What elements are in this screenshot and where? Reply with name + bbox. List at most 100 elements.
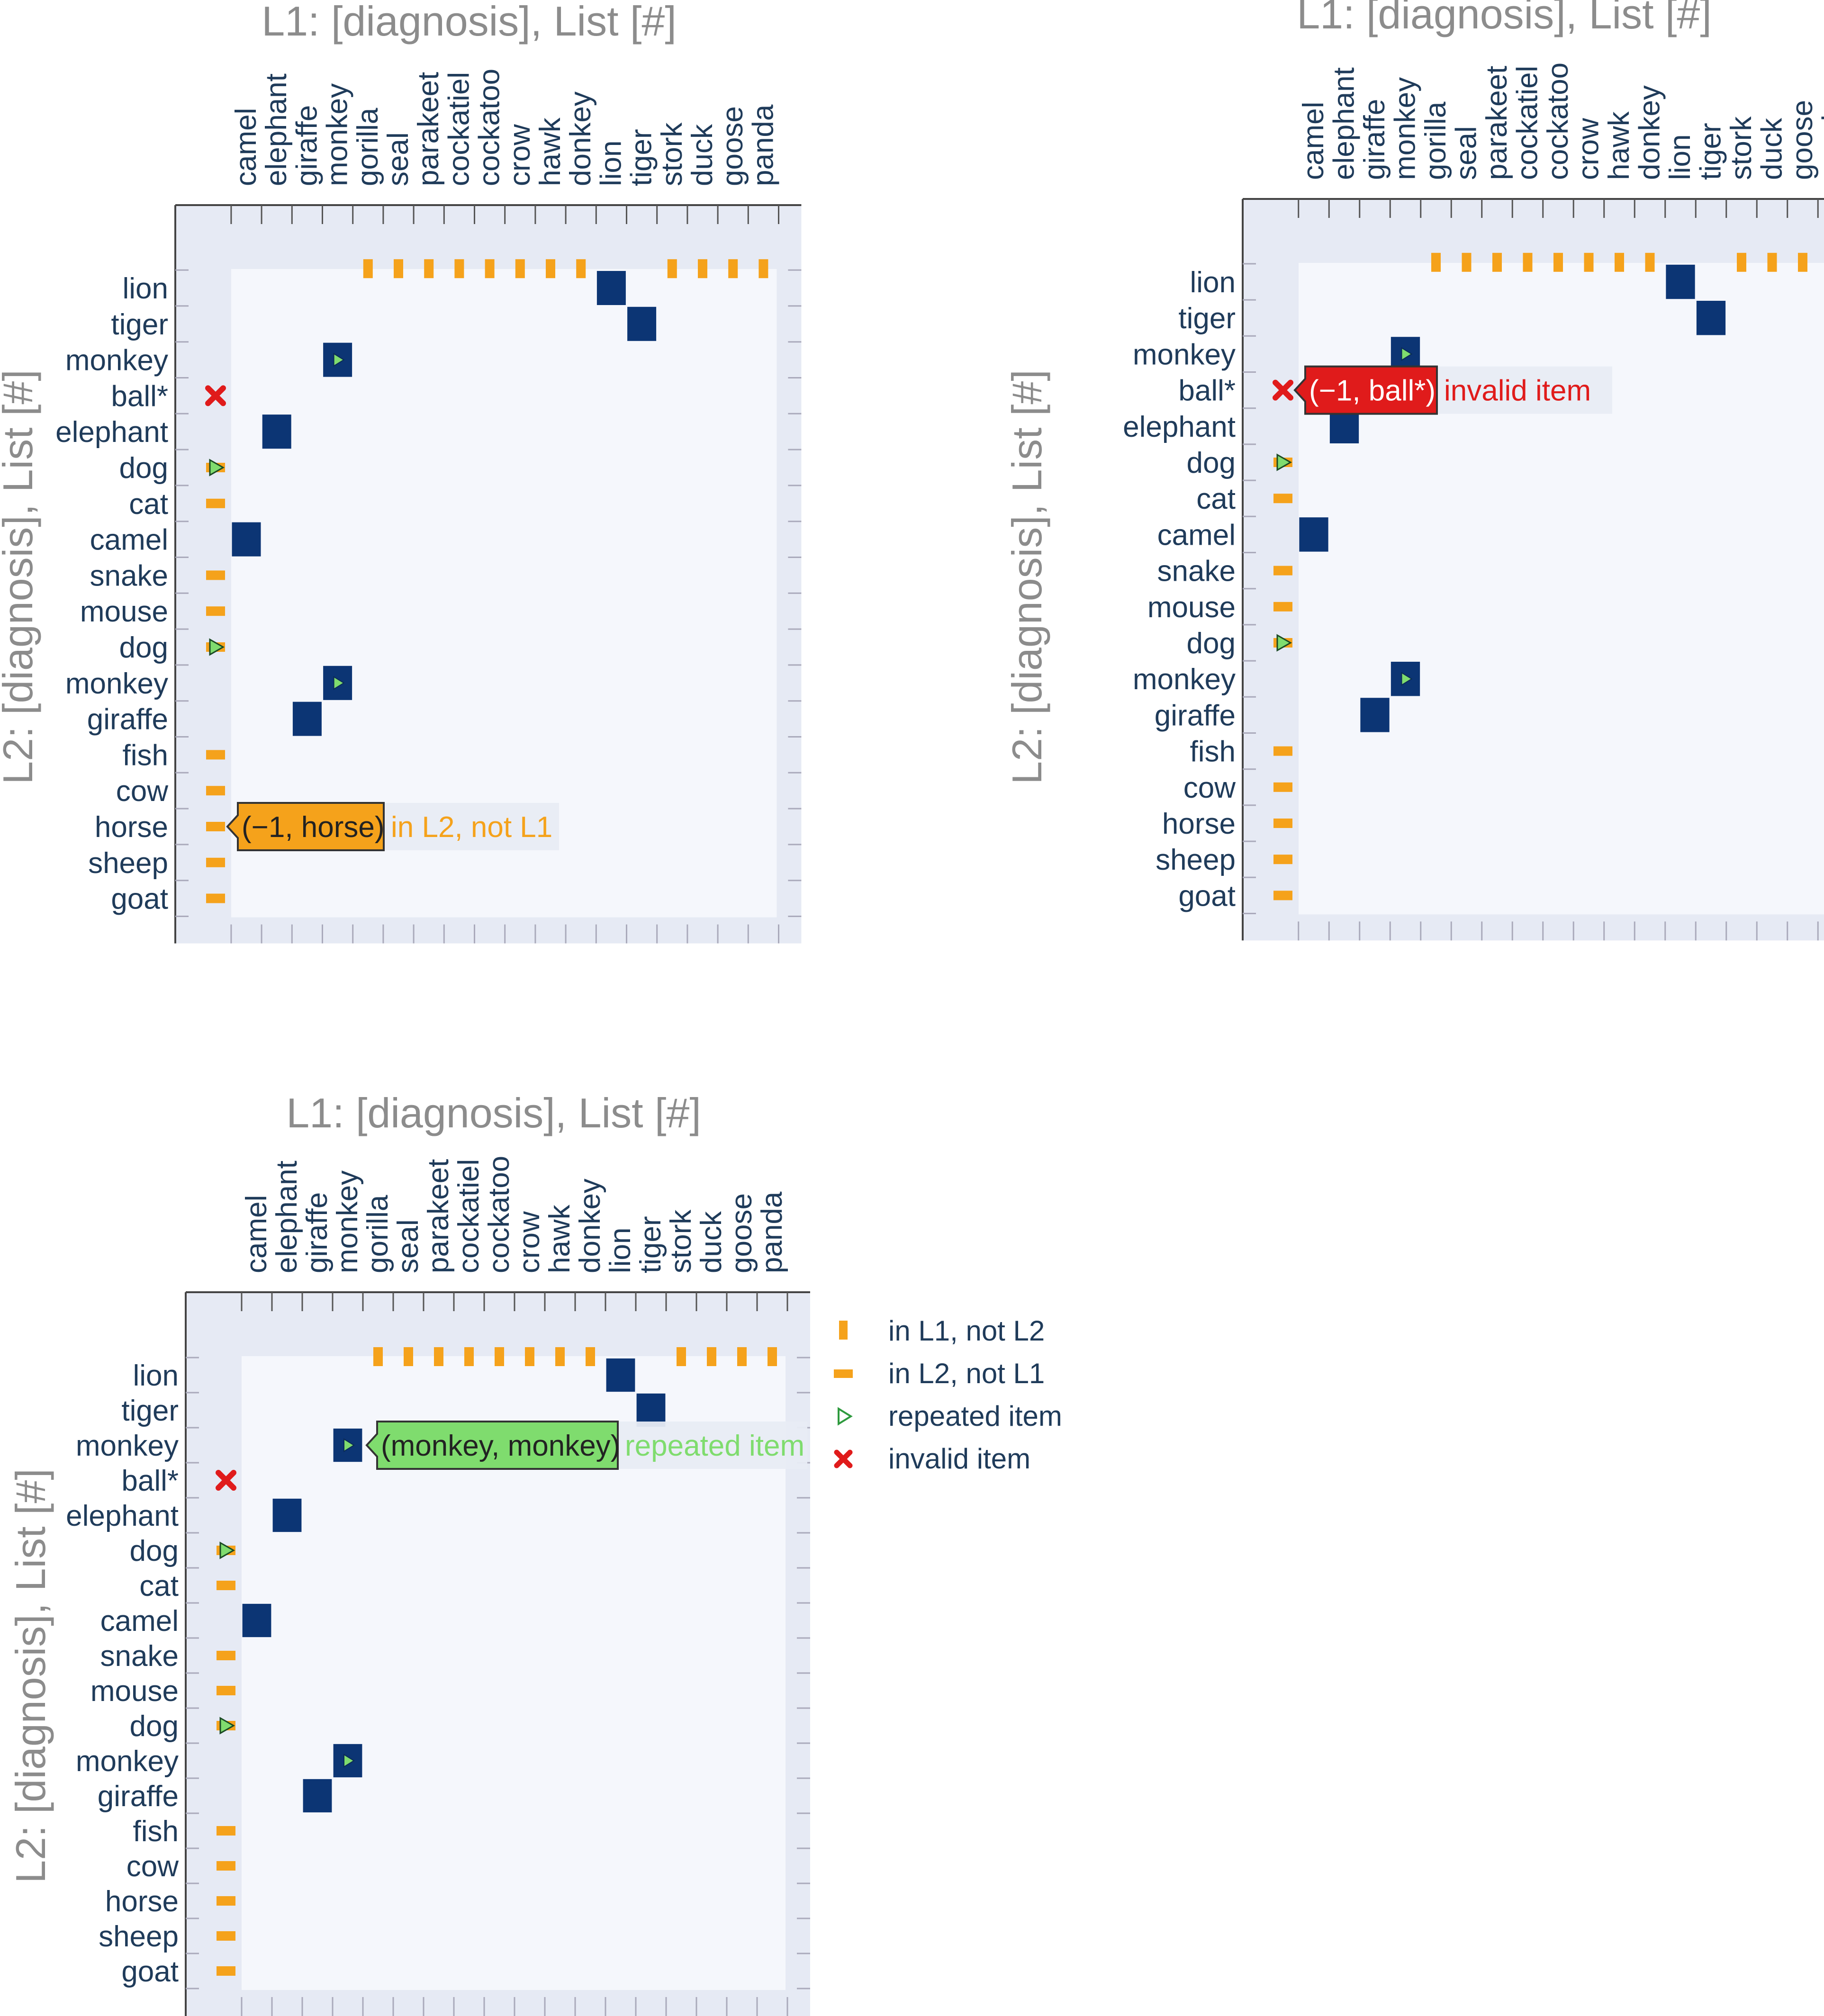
y-tick-label: monkey xyxy=(76,1745,179,1778)
x-tick-label: donkey xyxy=(564,91,597,186)
chart-panel-2: L1: [diagnosis], List [#] L2: [diagnosis]… xyxy=(1003,0,1824,941)
l2-not-l1-marker xyxy=(206,857,225,867)
x-tick-label: gorilla xyxy=(352,108,384,186)
y-tick-label: fish xyxy=(123,739,168,772)
x-tick-label: stork xyxy=(665,1209,697,1273)
x-tick-label: donkey xyxy=(1634,85,1666,180)
y-tick-label: elephant xyxy=(1123,411,1236,443)
invalid-item-x-icon xyxy=(205,385,226,406)
match-cell xyxy=(262,414,291,449)
l2-not-l1-marker xyxy=(1273,494,1292,504)
match-cell xyxy=(232,522,261,557)
repeated-row-triangle-icon xyxy=(209,459,225,477)
repeated-row-triangle-icon xyxy=(219,1541,235,1559)
y-tick-label: ball* xyxy=(121,1465,179,1497)
y-tick-label: lion xyxy=(122,272,168,305)
repeated-match-triangle-icon xyxy=(333,352,345,367)
l1-not-l2-marker xyxy=(434,1347,443,1366)
y-tick-label: mouse xyxy=(80,595,168,628)
y-tick-label: goat xyxy=(111,883,168,916)
x-tick-label: seal xyxy=(392,1219,424,1273)
l1-not-l2-marker xyxy=(1523,252,1533,272)
vertical-bar-icon xyxy=(839,1321,848,1340)
l1-not-l2-marker xyxy=(454,259,464,279)
y-axis-label: L2: [diagnosis], List [#] xyxy=(0,369,41,784)
y-tick-label: monkey xyxy=(76,1430,179,1462)
x-tick-label: panda xyxy=(747,104,779,186)
y-tick-label: snake xyxy=(1157,555,1236,588)
y-tick-label: tiger xyxy=(121,1395,179,1427)
y-tick-label: monkey xyxy=(1133,338,1236,371)
l1-not-l2-marker xyxy=(677,1347,686,1366)
triangle-right-icon xyxy=(838,1407,853,1426)
l1-not-l2-marker xyxy=(698,259,707,279)
l1-not-l2-marker xyxy=(525,1347,534,1366)
y-tick-label: elephant xyxy=(55,416,168,449)
match-cell xyxy=(1360,698,1390,732)
x-tick-label: lion xyxy=(1664,134,1697,180)
y-tick-label: snake xyxy=(100,1640,179,1673)
y-tick-label: dog xyxy=(119,452,168,485)
y-tick-label: sheep xyxy=(1156,844,1236,876)
l1-not-l2-marker xyxy=(667,259,677,279)
l1-not-l2-marker xyxy=(728,259,738,279)
x-tick-label: cockatiel xyxy=(1511,66,1544,180)
y-tick-label: cat xyxy=(1196,483,1236,515)
x-tick-label: goose xyxy=(725,1193,758,1273)
y-tick-label: dog xyxy=(119,631,168,664)
repeated-row-triangle-icon xyxy=(1276,453,1292,471)
y-tick-label: dog xyxy=(1187,447,1236,479)
x-tick-label: seal xyxy=(382,132,415,186)
x-tick-label: cockatoo xyxy=(473,69,506,186)
tooltip-label: (−1, horse) xyxy=(242,811,385,844)
y-tick-label: elephant xyxy=(66,1500,179,1532)
l1-not-l2-marker xyxy=(1645,252,1655,272)
x-tick-label: tiger xyxy=(625,129,658,186)
x-tick-label: hawk xyxy=(534,117,567,186)
chart-title: L1: [diagnosis], List [#] xyxy=(286,1089,701,1136)
l2-not-l1-marker xyxy=(217,1896,235,1906)
l2-not-l1-marker xyxy=(217,1966,235,1976)
legend-label: in L2, not L1 xyxy=(888,1358,1045,1389)
y-tick-label: mouse xyxy=(90,1675,179,1708)
x-tick-label: goose xyxy=(716,106,749,186)
x-tick-label: cockatoo xyxy=(1542,63,1574,180)
y-tick-label: lion xyxy=(1190,266,1236,299)
l2-not-l1-marker xyxy=(1273,746,1292,756)
y-tick-label: camel xyxy=(1157,519,1236,551)
y-tick-label: cat xyxy=(129,488,168,521)
x-tick-label: panda xyxy=(1817,98,1824,180)
plot-inner-field xyxy=(1299,263,1824,915)
x-tick-label: cockatiel xyxy=(442,72,475,186)
l2-not-l1-marker xyxy=(206,498,225,508)
tooltip-box xyxy=(1293,365,1438,415)
y-tick-label: dog xyxy=(1187,627,1236,660)
chart-panel-1: L1: [diagnosis], List [#] L2: [diagnosis]… xyxy=(0,0,802,944)
l1-not-l2-marker xyxy=(1492,252,1502,272)
x-tick-label: cockatiel xyxy=(452,1159,485,1273)
match-cell xyxy=(1299,517,1328,552)
y-tick-label: sheep xyxy=(99,1920,179,1953)
x-tick-label: duck xyxy=(695,1211,728,1273)
y-tick-label: cow xyxy=(1183,772,1236,804)
legend-label: in L1, not L2 xyxy=(888,1315,1045,1347)
x-tick-label: crow xyxy=(513,1211,546,1273)
x-tick-label: goose xyxy=(1786,100,1819,180)
l1-not-l2-marker xyxy=(576,259,586,279)
x-tick-label: elephant xyxy=(260,73,293,186)
chart-title: L1: [diagnosis], List [#] xyxy=(262,0,677,45)
y-tick-label: fish xyxy=(133,1815,179,1848)
tooltip-extra: repeated item xyxy=(625,1430,804,1462)
y-tick-label: horse xyxy=(95,811,168,844)
x-tick-label: crow xyxy=(504,124,536,186)
l1-not-l2-marker xyxy=(424,259,434,279)
l1-not-l2-marker xyxy=(1798,252,1807,272)
x-tick-label: crow xyxy=(1572,118,1605,180)
tooltip-label: (monkey, monkey) xyxy=(381,1430,620,1462)
legend: in L1, not L2 in L2, not L1 repeated item i… xyxy=(834,1315,1062,1475)
x-tick-label: parakeet xyxy=(1481,66,1513,180)
y-tick-label: giraffe xyxy=(1155,699,1236,732)
tooltip-label: (−1, ball*) xyxy=(1309,375,1436,407)
x-tick-label: parakeet xyxy=(422,1159,455,1273)
